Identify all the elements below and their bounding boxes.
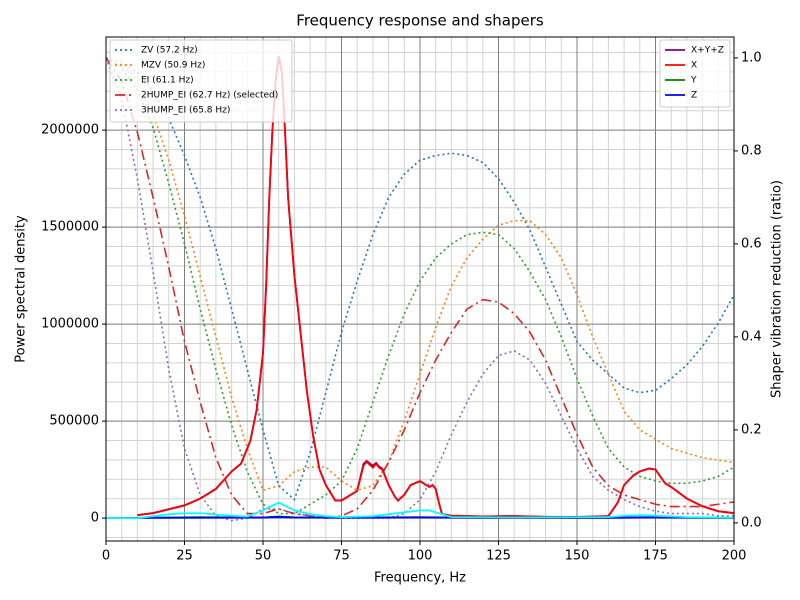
series-line (106, 57, 734, 515)
chart-title: Frequency response and shapers (296, 12, 544, 30)
series-line (106, 501, 734, 520)
y2-tick-label: 0.6 (741, 236, 762, 251)
x-tick-label: 50 (255, 549, 272, 564)
legend-label: ZV (57.2 Hz) (141, 46, 198, 56)
legend-box (109, 39, 293, 123)
y2-tick-label: 0.8 (741, 143, 762, 158)
series-line (106, 516, 734, 520)
series-line (106, 57, 734, 522)
y2-axis-label: Shaper vibration reduction (ratio) (770, 180, 785, 398)
y-tick-label: 1000000 (41, 317, 99, 332)
y2-tick-label: 0.4 (741, 329, 762, 344)
x-tick-label: 175 (643, 549, 668, 564)
x-axis-label: Frequency, Hz (374, 571, 466, 586)
legend: ZV (57.2 Hz) MZV (50.9 Hz) EI (61.1 Hz) 2HU… (109, 39, 293, 123)
y-tick-label: 0 (91, 511, 99, 526)
legend: X+Y+Z XYZ (659, 39, 731, 108)
series-line (106, 57, 734, 502)
series-line (137, 56, 734, 519)
y2-tick-label: 0.2 (741, 422, 762, 437)
x-tick-label: 150 (565, 549, 590, 564)
legend-box (659, 39, 731, 108)
x-tick-label: 25 (176, 549, 193, 564)
legend-label: MZV (50.9 Hz) (141, 61, 205, 71)
legend-label: Z (691, 91, 697, 101)
y2-tick-label: 1.0 (741, 50, 762, 65)
y-tick-label: 500000 (49, 414, 99, 429)
plot-frame (105, 36, 735, 542)
legend-label: X+Y+Z (691, 46, 724, 56)
x-tick-label: 0 (102, 549, 110, 564)
legend-label: 3HUMP_EI (65.8 Hz) (141, 106, 230, 116)
series-line (106, 57, 734, 520)
x-tick-label: 200 (722, 549, 747, 564)
series-line (106, 57, 734, 492)
legend-label: 2HUMP_EI (62.7 Hz) (selected) (141, 91, 278, 101)
y-tick-label: 1500000 (41, 220, 99, 235)
legend-label: EI (61.1 Hz) (141, 76, 194, 86)
x-tick-label: 100 (408, 549, 433, 564)
y2-tick-label: 0.0 (741, 515, 762, 530)
legend-label: X (691, 61, 697, 71)
y-axis-label: Power spectral density (14, 215, 29, 363)
legend-label: Y (690, 76, 697, 86)
x-tick-label: 75 (333, 549, 350, 564)
x-tick-label: 125 (486, 549, 511, 564)
y-tick-label: 2000000 (41, 123, 99, 138)
